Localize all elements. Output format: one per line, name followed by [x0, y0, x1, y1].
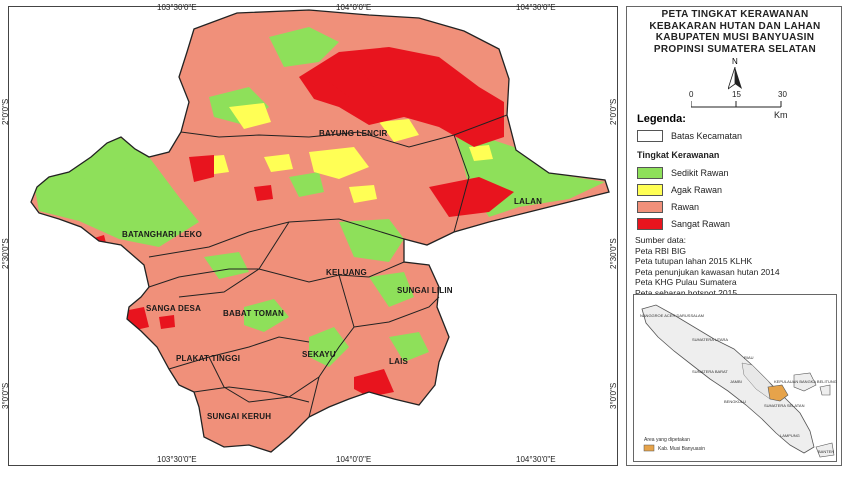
inset-map: NANGGROE ACEH DARUSSALAM SUMATERA UTARA …: [633, 294, 837, 462]
sangat-rawan-zones: [91, 47, 514, 397]
right-tick-3: 3°0'0"S: [609, 382, 618, 409]
label-babat-toman: BABAT TOMAN: [223, 309, 285, 318]
label-plakat-tinggi: PLAKAT TINGGI: [176, 354, 241, 363]
bottom-tick-1: 103°30'0"E: [157, 455, 197, 464]
inset-label-aceh: NANGGROE ACEH DARUSSALAM: [640, 313, 705, 318]
title-line-1: PETA TINGKAT KERAWANAN: [661, 9, 809, 20]
batas-swatch: [637, 130, 663, 142]
top-tick-2: 104°0'0"E: [336, 3, 372, 12]
sources-block: Sumber data: Peta RBI BIG Peta tutupan l…: [635, 235, 780, 298]
title-line-4: PROPINSI SUMATERA SELATAN: [653, 43, 817, 55]
sedikit-rawan-label: Sedikit Rawan: [671, 168, 729, 178]
bottom-tick-3: 104°30'0"E: [516, 455, 556, 464]
inset-label-bengkulu: BENGKULU: [724, 399, 747, 404]
inset-label-babel: KEPULAUAN BANGKA BELITUNG: [774, 379, 837, 384]
source-line-2: Peta RBI BIG: [635, 245, 687, 256]
label-sekayu: SEKAYU: [302, 350, 336, 359]
legend-title: Legenda:: [637, 113, 686, 125]
agak-rawan-label: Agak Rawan: [671, 185, 723, 195]
tingkat-title: Tingkat Kerawanan: [637, 150, 720, 160]
sumatra-inset: [641, 304, 835, 458]
label-sungai-lilin: SUNGAI LILIN: [397, 286, 453, 295]
bottom-tick-2: 104°0'0"E: [336, 455, 372, 464]
batas-label: Batas Kecamatan: [671, 131, 743, 141]
left-tick-1: 2°0'0"S: [1, 98, 10, 125]
area-title: Area yang dipetakan: [644, 437, 690, 443]
source-line-4: Peta penunjukan kawasan hutan 2014: [635, 266, 780, 277]
area-legend-swatch: [643, 444, 655, 452]
left-tick-2: 2°30'0"S: [1, 238, 10, 269]
inset-label-sumbar: SUMATERA BARAT: [692, 369, 728, 374]
north-label: N: [732, 57, 738, 66]
sangat-rawan-label: Sangat Rawan: [671, 219, 731, 229]
scale-unit: Km: [774, 110, 788, 120]
label-bayung-lencir: BAYUNG LENCIR: [319, 129, 388, 138]
top-tick-1: 103°30'0"E: [157, 3, 197, 12]
musi-banyuasin-highlight: [767, 384, 789, 402]
scale-bar: [691, 101, 782, 108]
left-tick-3: 3°0'0"S: [1, 382, 10, 409]
sedikit-rawan-swatch: [637, 167, 663, 179]
label-keluang: KELUANG: [326, 268, 367, 277]
label-sanga-desa: SANGA DESA: [146, 304, 202, 313]
label-lais: LAIS: [389, 357, 409, 366]
kecamatan-boundaries: [148, 114, 508, 418]
label-lalan: LALAN: [514, 197, 543, 206]
map-frame: 103°30'0"E 104°0'0"E 104°30'0"E: [1, 3, 618, 466]
inset-label-lampung: LAMPUNG: [780, 433, 800, 438]
source-line-6: Peta sebaran hotspot 2015: [635, 287, 738, 298]
source-line-3: Peta tutupan lahan 2015 KLHK: [635, 256, 753, 266]
sangat-rawan-swatch: [637, 218, 663, 230]
top-tick-3: 104°30'0"E: [516, 3, 556, 12]
title-line-2: KEBAKARAN HUTAN DAN LAHAN: [649, 20, 821, 32]
inset-label-riau: RIAU: [744, 355, 754, 360]
north-arrow-icon: [728, 67, 742, 90]
label-sungai-keruh: SUNGAI KERUH: [207, 412, 272, 421]
agak-rawan-swatch: [637, 184, 663, 196]
right-tick-1: 2°0'0"S: [609, 98, 618, 125]
area-item-label: Kab. Musi Banyuasin: [658, 446, 705, 452]
inset-label-banten: BANTEN: [818, 449, 835, 454]
rawan-label: Rawan: [671, 202, 700, 212]
scale-label-30: 30: [778, 90, 787, 99]
scale-label-0: 0: [689, 90, 694, 99]
inset-label-sumsel: SUMATERA SELATAN: [764, 403, 805, 408]
right-tick-2: 2°30'0"S: [609, 238, 618, 269]
source-line-1: Sumber data:: [635, 235, 687, 245]
inset-label-jambi: JAMBI: [730, 379, 742, 384]
legend-panel: PETA TINGKAT KERAWANAN KEBAKARAN HUTAN D…: [626, 6, 842, 466]
inset-label-sumut: SUMATERA UTARA: [692, 337, 729, 342]
rawan-swatch: [637, 201, 663, 213]
title-line-3: KABUPATEN MUSI BANYUASIN: [655, 32, 815, 43]
label-batanghari-leko: BATANGHARI LEKO: [122, 230, 203, 239]
map-title: PETA TINGKAT KERAWANAN KEBAKARAN HUTAN D…: [627, 9, 843, 55]
district-map: [30, 9, 610, 453]
scale-label-15: 15: [732, 90, 741, 99]
source-line-5: Peta KHG Pulau Sumatera: [635, 277, 737, 287]
